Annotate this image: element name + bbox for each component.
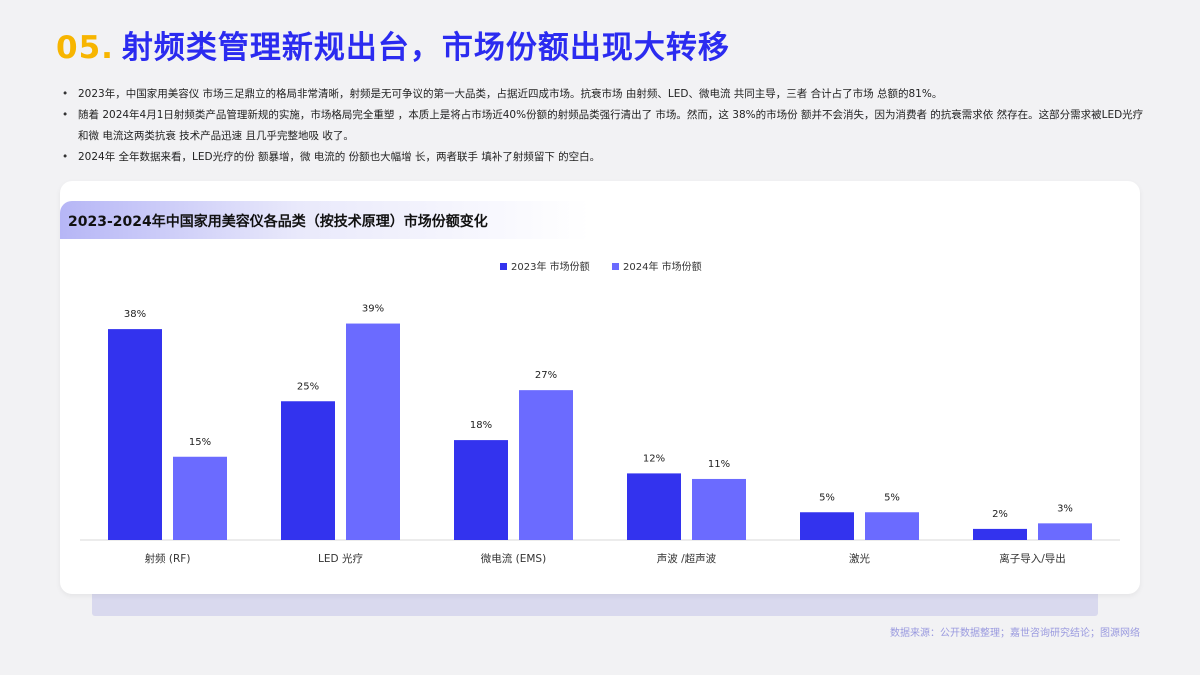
bar	[281, 401, 335, 540]
x-tick-label: LED 光疗	[318, 552, 363, 565]
source-note: 数据来源：公开数据整理；嘉世咨询研究结论；图源网络	[890, 628, 1140, 639]
data-label: 5%	[819, 492, 835, 503]
data-label: 39%	[362, 304, 384, 315]
legend-label: 2023年 市场份额	[511, 260, 590, 273]
bullet-item: 2023年，中国家用美容仪 市场三足鼎立的格局非常清晰，射频是无可争议的第一大品…	[60, 84, 1150, 105]
bullet-list: 2023年，中国家用美容仪 市场三足鼎立的格局非常清晰，射频是无可争议的第一大品…	[60, 84, 1150, 168]
bullet-item: 随着 2024年4月1日射频类产品管理新规的实施，市场格局完全重塑 ，本质上是将…	[60, 105, 1150, 147]
data-label: 27%	[535, 370, 557, 381]
title-text: 射频类管理新规出台，市场份额出现大转移	[121, 30, 730, 66]
bar	[173, 456, 227, 540]
data-label: 12%	[643, 453, 665, 464]
data-label: 3%	[1057, 503, 1073, 514]
bar	[800, 512, 854, 540]
bar	[519, 390, 573, 540]
data-label: 38%	[124, 309, 146, 320]
chart-title-band: 2023-2024年中国家用美容仪各品类（按技术原理）市场份额变化	[60, 201, 590, 239]
chart-title: 2023-2024年中国家用美容仪各品类（按技术原理）市场份额变化	[68, 214, 488, 230]
bar	[627, 473, 681, 540]
x-tick-label: 微电流 (EMS)	[481, 552, 546, 565]
legend-swatch	[612, 263, 619, 270]
section-number: 05.	[56, 30, 114, 66]
page-title: 05. 射频类管理新规出台，市场份额出现大转移	[56, 22, 730, 67]
data-label: 15%	[189, 437, 211, 448]
legend-swatch	[500, 263, 507, 270]
data-label: 18%	[470, 420, 492, 431]
data-label: 11%	[708, 459, 730, 470]
x-tick-label: 激光	[849, 552, 870, 565]
bar	[692, 478, 746, 540]
chart-card	[60, 181, 1140, 594]
bar	[1038, 523, 1092, 540]
bar	[346, 323, 400, 540]
data-label: 5%	[884, 492, 900, 503]
x-tick-label: 声波 /超声波	[657, 552, 717, 565]
data-label: 2%	[992, 509, 1008, 520]
bar	[865, 512, 919, 540]
x-tick-label: 离子导入/导出	[999, 552, 1066, 565]
bar	[973, 528, 1027, 540]
legend-label: 2024年 市场份额	[623, 260, 702, 273]
data-label: 25%	[297, 381, 319, 392]
bar	[454, 440, 508, 540]
bar	[108, 329, 162, 540]
bullet-item: 2024年 全年数据来看，LED光疗的份 额暴增，微 电流的 份额也大幅增 长，…	[60, 147, 1150, 168]
x-tick-label: 射频 (RF)	[145, 552, 191, 565]
